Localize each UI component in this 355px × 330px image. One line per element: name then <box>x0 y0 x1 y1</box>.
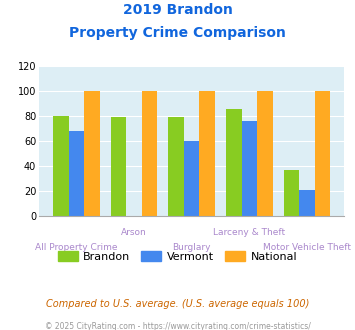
Bar <box>184 141 200 216</box>
Bar <box>226 109 242 216</box>
Bar <box>242 121 257 216</box>
Legend: Brandon, Vermont, National: Brandon, Vermont, National <box>53 247 302 267</box>
Bar <box>299 190 315 216</box>
Bar <box>69 131 84 216</box>
Text: Larceny & Theft: Larceny & Theft <box>213 228 285 237</box>
Bar <box>284 170 299 216</box>
Text: All Property Crime: All Property Crime <box>35 243 118 252</box>
Bar <box>200 91 215 216</box>
Bar <box>142 91 157 216</box>
Bar <box>257 91 273 216</box>
Text: Arson: Arson <box>121 228 147 237</box>
Bar <box>84 91 100 216</box>
Text: © 2025 CityRating.com - https://www.cityrating.com/crime-statistics/: © 2025 CityRating.com - https://www.city… <box>45 322 310 330</box>
Text: Burglary: Burglary <box>173 243 211 252</box>
Bar <box>168 117 184 216</box>
Text: Compared to U.S. average. (U.S. average equals 100): Compared to U.S. average. (U.S. average … <box>46 299 309 309</box>
Text: Property Crime Comparison: Property Crime Comparison <box>69 26 286 40</box>
Bar <box>111 117 126 216</box>
Bar <box>53 116 69 216</box>
Text: 2019 Brandon: 2019 Brandon <box>122 3 233 17</box>
Bar <box>315 91 331 216</box>
Text: Motor Vehicle Theft: Motor Vehicle Theft <box>263 243 351 252</box>
